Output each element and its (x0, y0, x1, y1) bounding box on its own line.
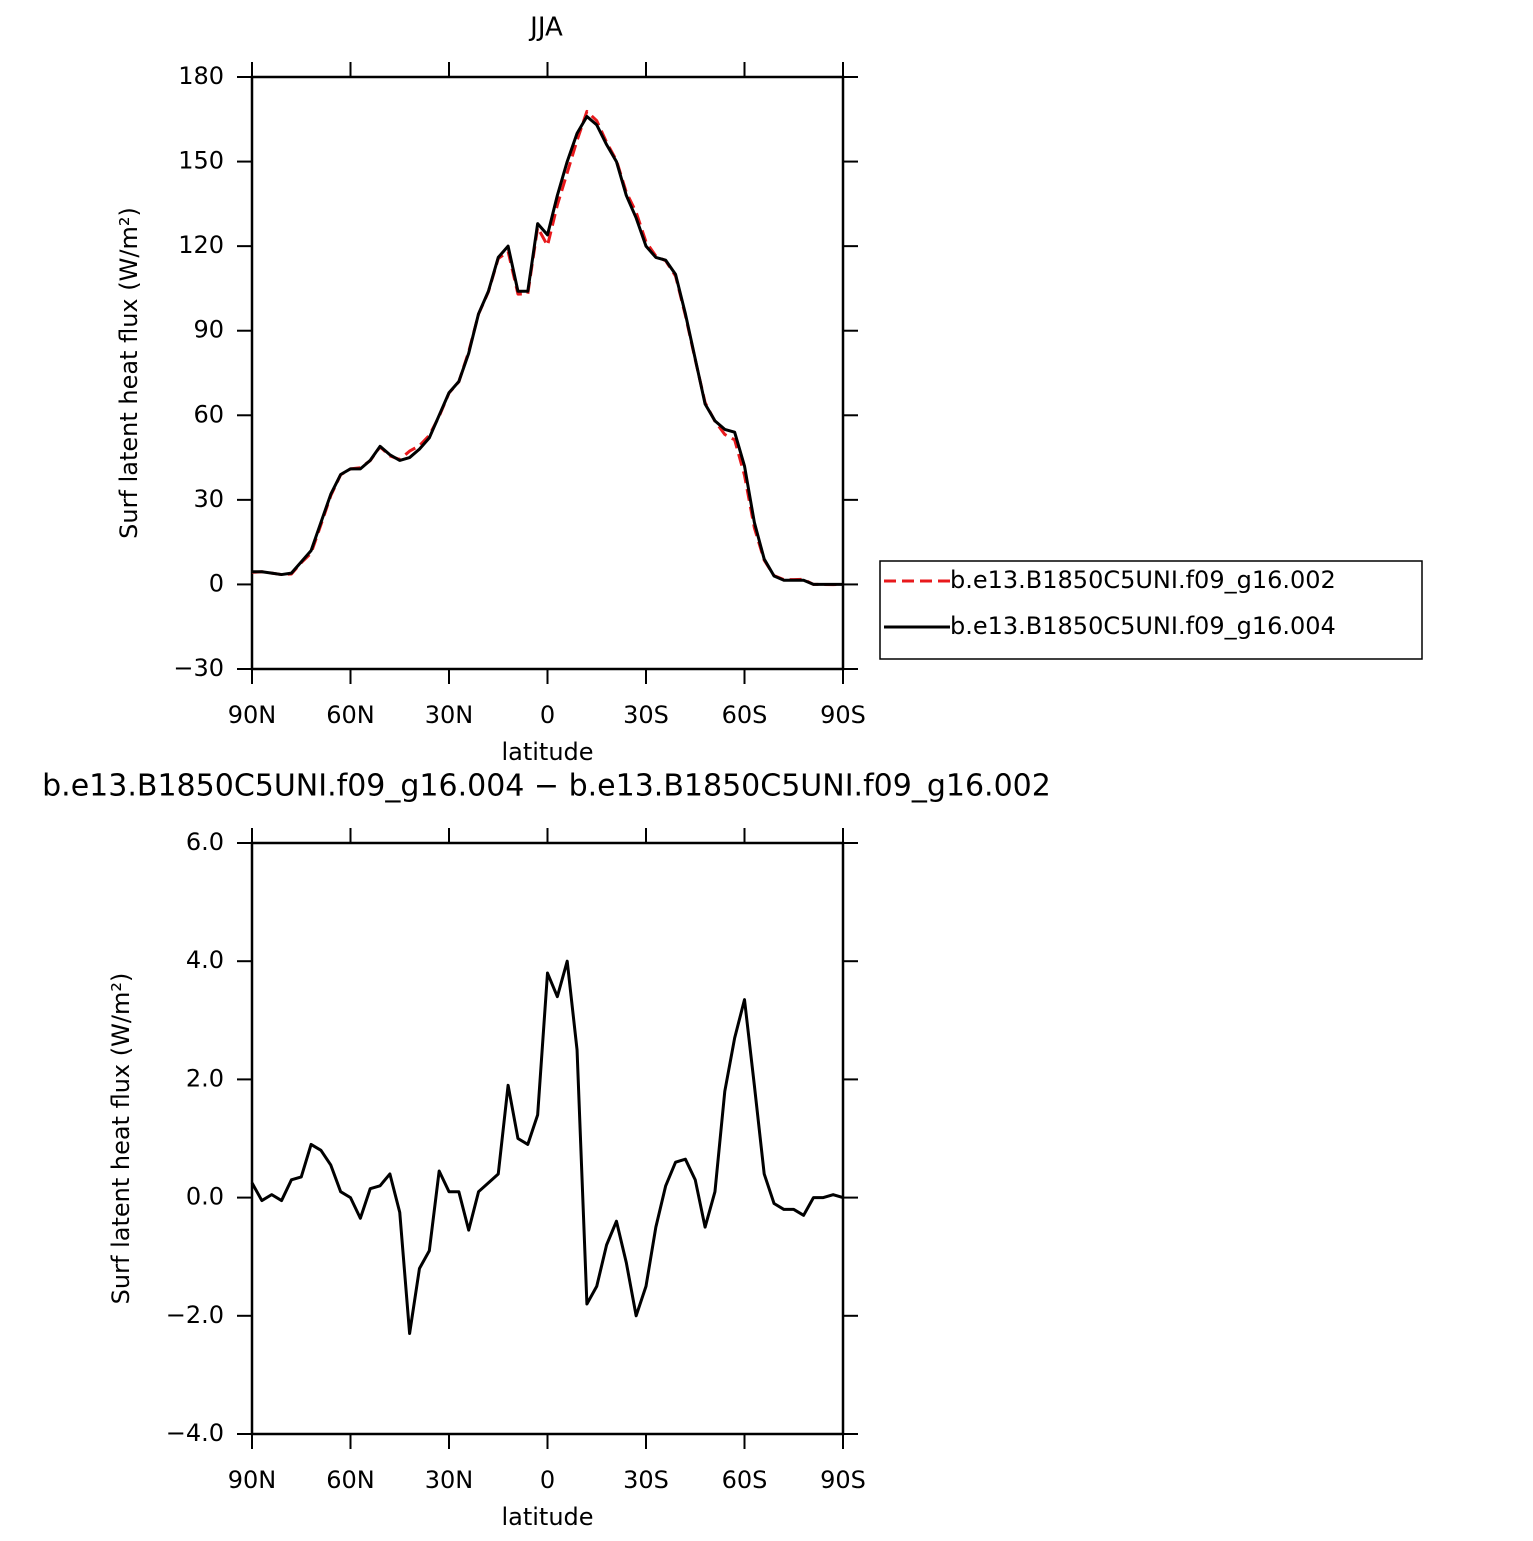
legend-box (879, 560, 1423, 660)
x-tick-label: 30N (425, 1466, 474, 1494)
y-tick-label: −2.0 (166, 1301, 224, 1329)
chart-title: b.e13.B1850C5UNI.f09_g16.004 − b.e13.B18… (42, 769, 1051, 804)
x-tick-label: 0 (540, 701, 555, 729)
x-tick-label: 30S (623, 701, 669, 729)
chart-title: JJA (528, 13, 563, 43)
plot-frame (250, 841, 845, 1436)
x-axis-label: latitude (501, 1503, 593, 1531)
series-line (252, 114, 843, 586)
x-tick-label: 90N (228, 1466, 277, 1494)
x-tick-label: 30S (623, 1466, 669, 1494)
series-line (250, 959, 844, 1336)
series-line (251, 109, 844, 587)
y-tick-label: 6.0 (186, 828, 224, 856)
y-tick-label: 180 (178, 62, 224, 90)
plot-frame (250, 75, 845, 671)
y-tick-label: 0.0 (186, 1183, 224, 1211)
y-tick-label: −30 (173, 654, 224, 682)
legend-label: b.e13.B1850C5UNI.f09_g16.004 (950, 612, 1336, 640)
y-tick-label: 120 (178, 231, 224, 259)
x-tick-label: 60N (326, 701, 375, 729)
x-tick-label: 60S (722, 701, 768, 729)
y-tick-label: 30 (193, 485, 224, 513)
x-tick-label: 90S (820, 701, 866, 729)
y-tick-label: 150 (178, 147, 224, 175)
y-tick-label: 60 (193, 400, 224, 428)
y-tick-label: 4.0 (186, 946, 224, 974)
y-axis-label: Surf latent heat flux (W/m²) (115, 207, 143, 539)
legend-label: b.e13.B1850C5UNI.f09_g16.002 (950, 566, 1336, 594)
y-tick-label: 90 (193, 316, 224, 344)
x-tick-label: 90S (820, 1466, 866, 1494)
y-tick-label: 2.0 (186, 1064, 224, 1092)
y-axis-label: Surf latent heat flux (W/m²) (107, 973, 135, 1305)
legend: b.e13.B1850C5UNI.f09_g16.002 b.e13.B1850C… (879, 560, 1423, 660)
y-tick-label: 0 (209, 569, 224, 597)
x-tick-label: 30N (425, 701, 474, 729)
x-tick-label: 0 (540, 1466, 555, 1494)
x-tick-label: 60S (722, 1466, 768, 1494)
x-tick-label: 60N (326, 1466, 375, 1494)
x-axis-label: latitude (501, 738, 593, 766)
x-tick-label: 90N (228, 701, 277, 729)
y-tick-label: −4.0 (166, 1419, 224, 1447)
